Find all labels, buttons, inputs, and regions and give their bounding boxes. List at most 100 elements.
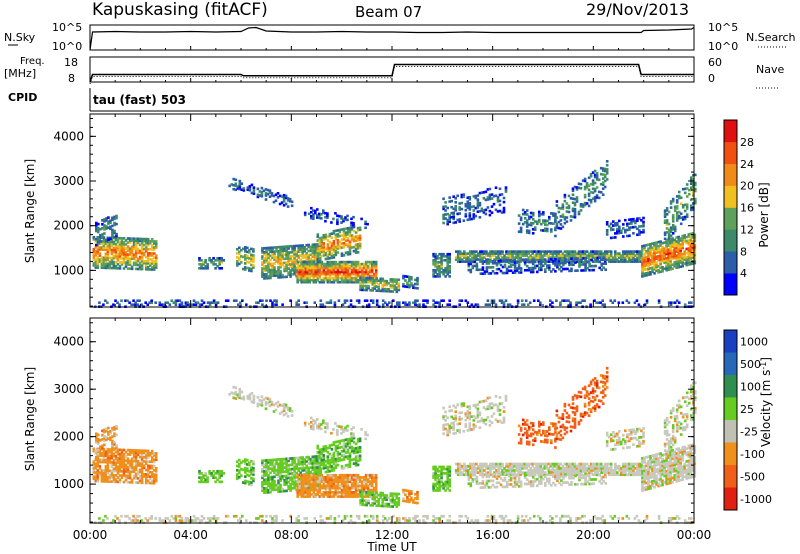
- power-cell: [412, 284, 415, 287]
- power-cell: [448, 252, 451, 256]
- velocity-cell: [146, 449, 150, 453]
- station-title: Kapuskasing (fitACF): [92, 0, 268, 20]
- power-cell: [314, 264, 318, 268]
- power-cell: [344, 280, 348, 284]
- power-cell: [667, 262, 670, 265]
- power-cell: [271, 301, 274, 304]
- velocity-cell: [328, 473, 332, 477]
- power-cell: [146, 258, 150, 261]
- power-cell: [667, 254, 670, 257]
- power-cell: [128, 249, 132, 252]
- power-cell: [440, 271, 443, 274]
- power-cell: [614, 252, 617, 255]
- power-cell: [326, 272, 330, 276]
- power-cell: [436, 275, 439, 278]
- velocity-cell: [293, 469, 296, 473]
- power-cell: [142, 261, 146, 265]
- power-cell: [324, 215, 327, 219]
- power-cell: [663, 253, 666, 256]
- power-cell: [460, 201, 464, 205]
- power-cell: [492, 301, 496, 304]
- velocity-cell: [313, 459, 317, 463]
- power-cell: [563, 299, 566, 302]
- power-cell: [305, 251, 308, 255]
- power-cell: [299, 248, 302, 251]
- power-cell: [406, 283, 409, 287]
- power-cell: [679, 255, 682, 258]
- power-cell: [265, 258, 268, 262]
- velocity-cell: [144, 449, 148, 453]
- velocity-cell: [338, 473, 342, 477]
- power-cell: [494, 303, 498, 306]
- velocity-cell: [312, 491, 316, 494]
- power-cell: [593, 187, 597, 191]
- power-cell: [352, 249, 356, 253]
- velocity-cell: [322, 478, 326, 481]
- power-cell: [599, 182, 603, 186]
- power-cell: [663, 261, 666, 264]
- power-cell: [472, 213, 476, 216]
- power-cell: [540, 222, 543, 226]
- power-cell: [673, 246, 676, 250]
- power-cell: [318, 238, 322, 242]
- power-cell: [320, 238, 324, 242]
- velocity-cell: [285, 478, 288, 482]
- velocity-cell: [271, 477, 274, 481]
- power-cell: [360, 217, 363, 221]
- velocity-cell: [144, 453, 148, 457]
- power-cell: [350, 217, 353, 221]
- power-cell: [132, 263, 136, 267]
- power-cell: [366, 272, 370, 276]
- power-cell: [279, 253, 282, 257]
- velocity-cell: [126, 476, 130, 480]
- power-cell: [359, 288, 362, 292]
- power-cell: [683, 203, 687, 207]
- power-cell: [152, 264, 156, 267]
- velocity-cell: [265, 467, 268, 471]
- power-cell: [561, 203, 565, 206]
- power-cell: [636, 217, 639, 220]
- power-cell: [118, 249, 122, 252]
- velocity-cell: [309, 459, 313, 463]
- power-cell: [673, 229, 677, 233]
- power-cell: [372, 262, 376, 266]
- power-cell: [442, 299, 445, 302]
- power-cell: [368, 270, 372, 274]
- power-cell: [549, 252, 553, 255]
- velocity-cell: [338, 478, 342, 481]
- velocity-cell: [152, 464, 156, 468]
- power-cell: [558, 261, 561, 265]
- power-cell: [361, 276, 364, 280]
- power-cell: [319, 254, 323, 258]
- power-cell: [605, 168, 609, 171]
- power-cell: [591, 179, 595, 182]
- velocity-cell: [216, 478, 219, 482]
- power-cell: [604, 258, 607, 261]
- power-cell: [465, 260, 468, 263]
- power-cell: [326, 280, 330, 284]
- power-cell: [645, 258, 648, 261]
- power-cell: [340, 268, 344, 272]
- power-cell: [468, 196, 472, 199]
- power-cell: [114, 260, 118, 264]
- power-cell: [525, 209, 529, 212]
- power-cell: [505, 256, 508, 259]
- power-cell: [692, 208, 695, 211]
- power-cell: [307, 249, 310, 253]
- power-cell: [507, 254, 510, 257]
- power-cell: [693, 245, 697, 249]
- power-cell: [528, 301, 532, 304]
- power-cell: [499, 254, 502, 257]
- power-cell: [473, 260, 477, 264]
- power-cell: [110, 244, 114, 248]
- power-cell: [599, 254, 603, 257]
- power-cell: [348, 260, 352, 264]
- power-cell: [328, 276, 332, 280]
- power-cell: [336, 272, 340, 276]
- power-cell: [513, 267, 517, 270]
- power-cell: [529, 270, 533, 274]
- velocity-cell: [98, 454, 102, 457]
- power-cell: [593, 195, 597, 199]
- power-cell: [599, 191, 603, 194]
- velocity-cell: [297, 477, 300, 481]
